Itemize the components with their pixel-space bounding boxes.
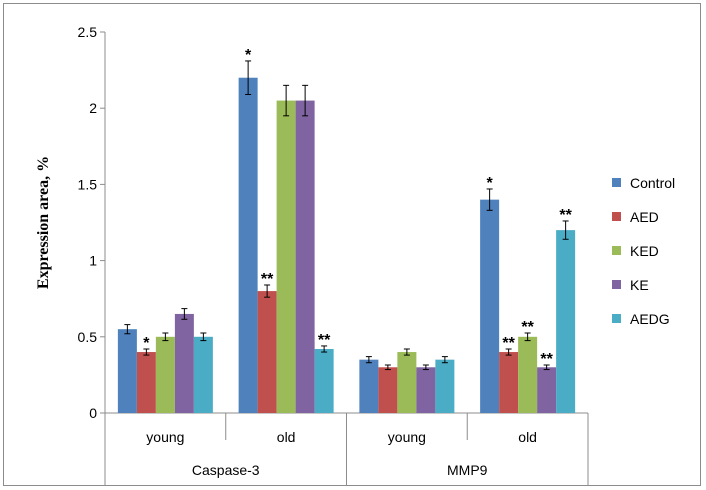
bar bbox=[117, 329, 137, 413]
significance-mark: ** bbox=[261, 271, 274, 288]
bar bbox=[537, 367, 557, 413]
bar bbox=[378, 367, 398, 413]
significance-mark: ** bbox=[540, 351, 553, 368]
y-tick-label: 1 bbox=[89, 253, 97, 269]
bar bbox=[276, 100, 296, 413]
significance-mark: ** bbox=[521, 319, 534, 336]
y-tick-label: 0.5 bbox=[78, 329, 98, 345]
bar bbox=[480, 199, 500, 413]
legend-label: AEDG bbox=[630, 311, 670, 327]
x-category-label: old bbox=[277, 429, 296, 445]
bar bbox=[238, 77, 258, 413]
x-category-label: young bbox=[146, 429, 184, 445]
x-group-label: MMP9 bbox=[447, 462, 488, 478]
y-tick-label: 0 bbox=[89, 405, 97, 421]
legend-swatch bbox=[612, 280, 621, 289]
bar bbox=[435, 359, 455, 413]
bar bbox=[295, 100, 315, 413]
legend-swatch bbox=[612, 314, 621, 323]
legend-swatch bbox=[612, 246, 621, 255]
legend: Control AED KED KE AEDG bbox=[612, 175, 675, 327]
legend-label: AED bbox=[630, 209, 659, 225]
bar bbox=[359, 359, 379, 413]
bar bbox=[193, 336, 213, 413]
y-tick-label: 2.5 bbox=[78, 24, 98, 40]
legend-label: Control bbox=[630, 175, 675, 191]
y-axis-label: Expression area, % bbox=[35, 156, 52, 289]
y-tick-label: 2 bbox=[89, 100, 97, 116]
legend-swatch bbox=[612, 178, 621, 187]
bar bbox=[136, 352, 156, 413]
x-category-label: old bbox=[518, 429, 537, 445]
bar bbox=[174, 313, 194, 413]
bar bbox=[397, 352, 417, 413]
y-tick-label: 1.5 bbox=[78, 176, 98, 192]
x-category-label: young bbox=[388, 429, 426, 445]
significance-mark: ** bbox=[318, 332, 331, 349]
bar bbox=[518, 336, 538, 413]
legend-label: KE bbox=[630, 277, 649, 293]
bar bbox=[499, 352, 519, 413]
bar bbox=[155, 336, 175, 413]
x-group-label: Caspase-3 bbox=[192, 462, 260, 478]
significance-mark: * bbox=[143, 335, 150, 352]
bar bbox=[416, 367, 436, 413]
significance-mark: ** bbox=[559, 207, 572, 224]
significance-mark: * bbox=[245, 47, 252, 64]
significance-mark: * bbox=[487, 175, 494, 192]
legend-swatch bbox=[612, 212, 621, 221]
significance-mark: ** bbox=[502, 335, 515, 352]
legend-label: KED bbox=[630, 243, 659, 259]
plot-area: 0 0.5 1 1.5 2 2.5 young old young old Caspase-3 MMP… bbox=[78, 24, 589, 486]
bar bbox=[257, 291, 277, 413]
bar bbox=[314, 348, 334, 413]
bar bbox=[556, 230, 576, 413]
